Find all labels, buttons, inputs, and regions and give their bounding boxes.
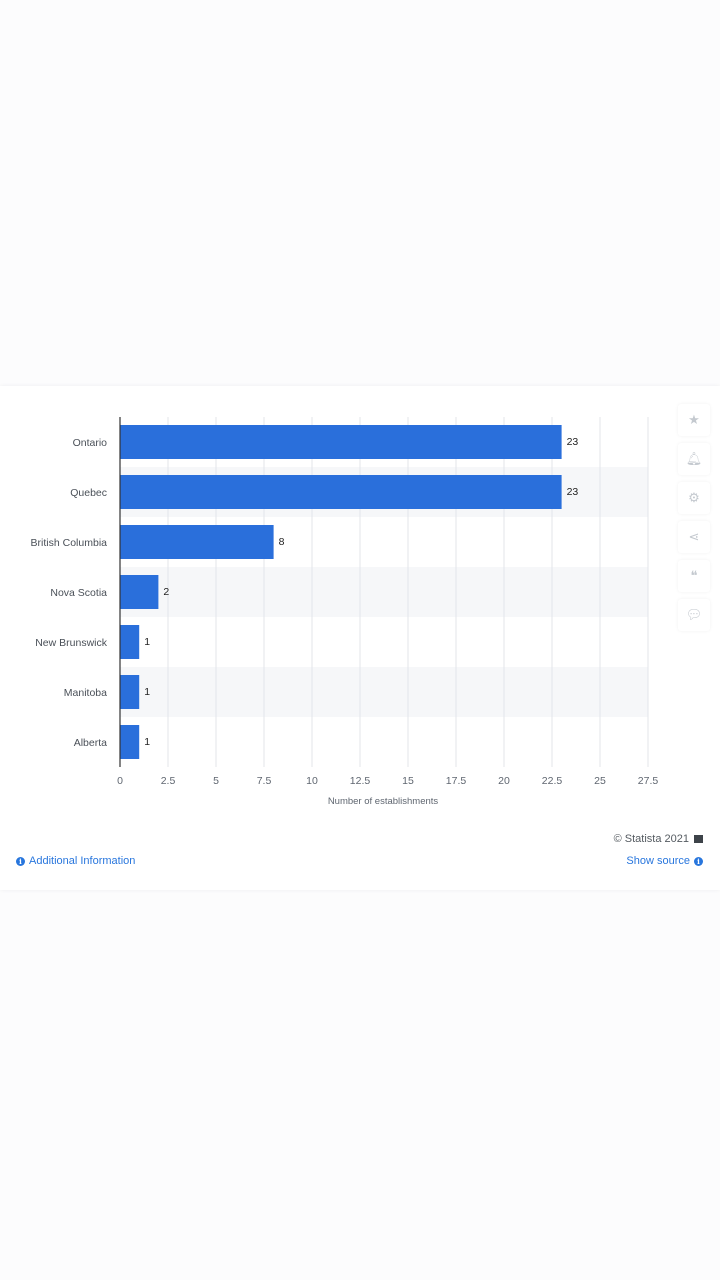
value-label: 1: [144, 686, 150, 698]
show-source-link[interactable]: Show source i: [626, 855, 703, 867]
bar-chart: 0 2.5 5 7.5 10 12.5 15 17.5 20 22.5 25 27.5 Ontario 2…: [31, 417, 659, 807]
x-tick-label: 20: [498, 775, 510, 787]
chart-card: 0 2.5 5 7.5 10 12.5 15 17.5 20 22.5 25 27.5 Ontario 2…: [0, 386, 720, 890]
bar: [120, 525, 274, 559]
x-tick-label: 2.5: [161, 775, 176, 787]
chart-toolbar: ★ 🔔︎ ⚙ ⋖ ❝ 💬︎: [678, 404, 710, 638]
comment-icon[interactable]: 💬︎: [678, 599, 710, 631]
category-label: New Brunswick: [35, 637, 108, 649]
value-label: 1: [144, 736, 150, 748]
bar: [120, 675, 140, 709]
x-tick-label: 27.5: [638, 775, 659, 787]
row-band: [120, 567, 648, 617]
category-label: Manitoba: [64, 687, 107, 699]
flag-icon[interactable]: [694, 835, 703, 843]
value-label: 1: [144, 636, 150, 648]
category-label: Nova Scotia: [50, 587, 107, 599]
x-tick-label: 17.5: [446, 775, 467, 787]
x-tick-label: 22.5: [542, 775, 563, 787]
info-icon: i: [694, 856, 703, 866]
additional-information-label: Additional Information: [29, 855, 136, 867]
x-tick-label: 10: [306, 775, 318, 787]
show-source-label: Show source: [626, 855, 690, 867]
bell-icon[interactable]: 🔔︎: [678, 443, 710, 475]
x-tick-label: 12.5: [350, 775, 371, 787]
star-icon[interactable]: ★: [678, 404, 710, 436]
row-band: [120, 667, 648, 717]
x-tick-label: 7.5: [257, 775, 272, 787]
bar: [120, 625, 140, 659]
copyright-text: © Statista 2021: [613, 833, 689, 845]
info-icon: i: [16, 856, 25, 866]
category-label: Quebec: [70, 487, 107, 499]
bar: [120, 475, 562, 509]
value-label: 23: [567, 436, 579, 448]
bar: [120, 725, 140, 759]
x-tick-label: 25: [594, 775, 606, 787]
x-tick-label: 0: [117, 775, 123, 787]
value-label: 8: [279, 536, 285, 548]
category-label: British Columbia: [31, 537, 108, 549]
value-label: 2: [163, 586, 169, 598]
value-label: 23: [567, 486, 579, 498]
category-label: Ontario: [73, 437, 108, 449]
bar: [120, 575, 159, 609]
additional-information-link[interactable]: i Additional Information: [16, 855, 135, 867]
bar: [120, 425, 562, 459]
share-icon[interactable]: ⋖: [678, 521, 710, 553]
copyright: © Statista 2021: [614, 833, 703, 845]
x-tick-label: 15: [402, 775, 414, 787]
x-axis-label: Number of establishments: [328, 796, 439, 807]
quote-icon[interactable]: ❝: [678, 560, 710, 592]
settings-icon[interactable]: ⚙: [678, 482, 710, 514]
category-label: Alberta: [74, 737, 107, 749]
x-tick-label: 5: [213, 775, 219, 787]
